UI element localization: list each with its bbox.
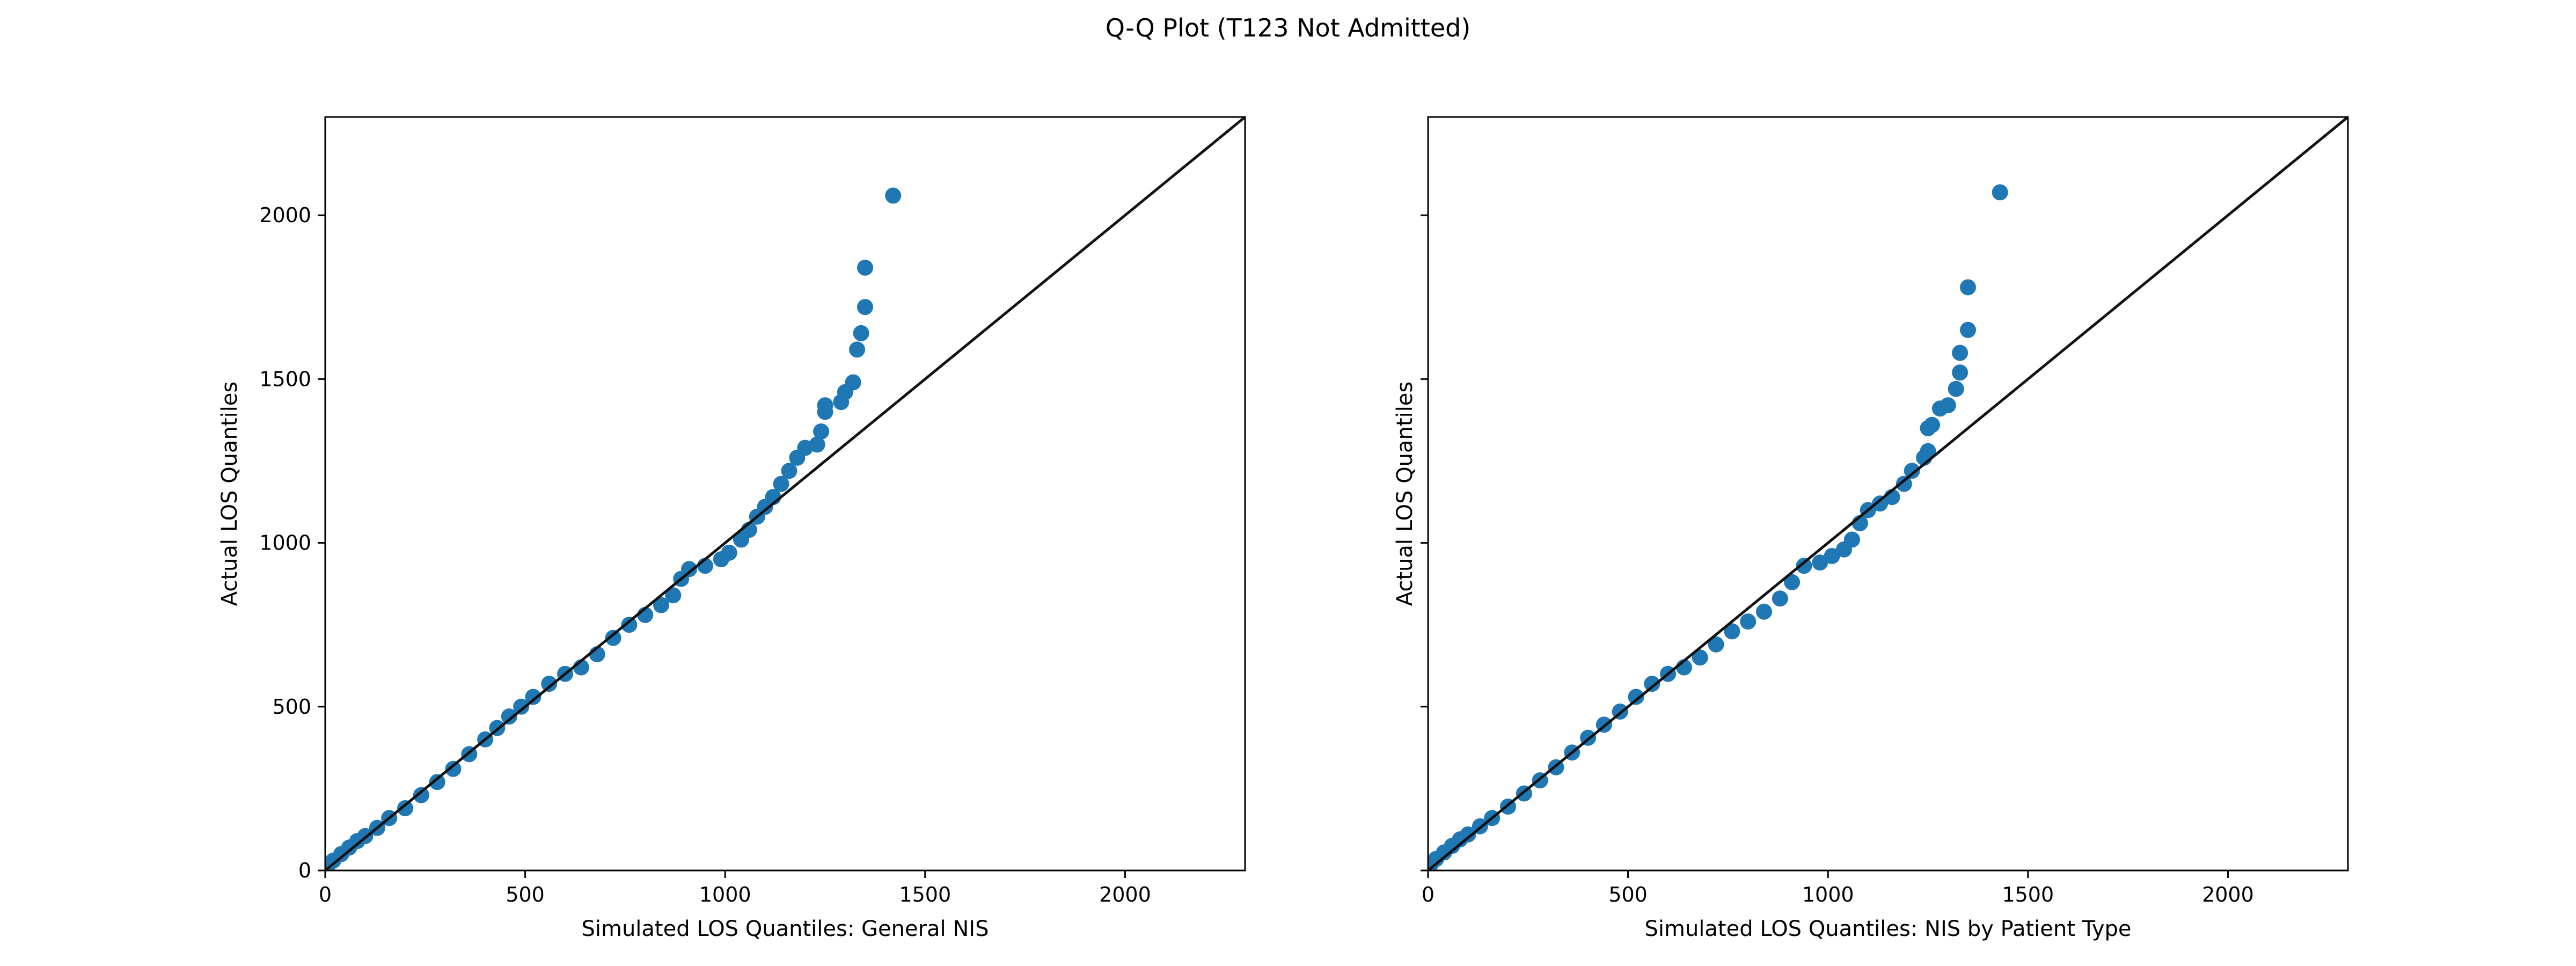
data-point xyxy=(849,341,866,358)
data-point xyxy=(1948,380,1964,397)
plot-area xyxy=(325,117,1245,870)
data-point xyxy=(1940,397,1956,414)
x-tick-label: 1000 xyxy=(699,883,751,906)
data-point xyxy=(621,617,638,633)
data-point xyxy=(501,708,517,725)
data-point xyxy=(513,698,530,715)
data-point xyxy=(445,760,462,777)
x-tick-label: 1000 xyxy=(1802,883,1854,906)
data-point xyxy=(1796,558,1812,574)
plot-frame xyxy=(1427,116,2349,872)
data-point xyxy=(813,423,830,440)
data-point xyxy=(541,676,558,692)
data-point xyxy=(1952,364,1968,381)
data-point xyxy=(1872,495,1889,512)
qq-panel-nis-by-patient-type: 0 500 1000 1500 2000 Simulated LOS Quantiles:… xyxy=(1393,116,2349,941)
data-point xyxy=(857,299,873,316)
data-point xyxy=(1896,475,1912,492)
qq-panel-general-nis: 0 500 1000 1500 2000 0 500 1000 1500 2000 Simulate… xyxy=(217,116,1246,941)
x-axis-label: Simulated LOS Quantiles: NIS by Patient … xyxy=(1644,917,2131,941)
data-point xyxy=(1812,554,1828,571)
x-axis-label: Simulated LOS Quantiles: General NIS xyxy=(581,917,989,941)
data-point xyxy=(1724,623,1740,640)
data-point xyxy=(665,587,682,604)
data-point xyxy=(1708,636,1724,653)
data-point xyxy=(1784,574,1801,590)
data-point xyxy=(1904,463,1920,479)
y-axis-label: Actual LOS Quantiles xyxy=(1393,382,1417,606)
x-tick-label: 2000 xyxy=(1099,883,1151,906)
data-point xyxy=(781,463,797,479)
data-point xyxy=(845,374,861,391)
x-tick-label: 1500 xyxy=(2002,883,2054,906)
data-point xyxy=(605,630,621,646)
plot-frame xyxy=(324,116,1246,872)
data-point xyxy=(1824,548,1840,564)
data-point xyxy=(1960,279,1976,296)
y-tick-label: 500 xyxy=(272,695,311,719)
data-point xyxy=(413,787,429,803)
x-tick-label: 1500 xyxy=(899,883,951,906)
data-point xyxy=(1644,676,1660,692)
data-point xyxy=(1772,590,1788,607)
reference-line xyxy=(325,117,1245,870)
data-point xyxy=(721,544,737,561)
figure-title: Q-Q Plot (T123 Not Admitted) xyxy=(1106,13,1471,42)
x-tick-label: 0 xyxy=(1422,883,1435,906)
data-point xyxy=(653,597,669,613)
plot-area xyxy=(1428,117,2348,870)
y-axis-label: Actual LOS Quantiles xyxy=(217,382,242,606)
y-tick-label: 0 xyxy=(298,859,311,882)
x-tick-label: 500 xyxy=(506,883,545,906)
y-tick-label: 1000 xyxy=(259,531,311,555)
data-point xyxy=(397,800,413,816)
data-point xyxy=(1960,321,1976,338)
data-point xyxy=(1952,345,1968,361)
data-point xyxy=(853,325,869,341)
data-point xyxy=(809,436,825,453)
data-point xyxy=(885,187,902,204)
data-point xyxy=(857,259,873,276)
data-point xyxy=(1692,649,1708,666)
data-point xyxy=(681,561,698,577)
data-point xyxy=(525,689,541,705)
data-point xyxy=(429,774,445,791)
x-tick-label: 0 xyxy=(319,883,332,906)
data-point xyxy=(1628,689,1644,705)
y-tick-label: 2000 xyxy=(259,203,311,227)
data-point xyxy=(1740,613,1757,630)
data-point xyxy=(1920,443,1936,459)
data-point xyxy=(1843,531,1860,548)
reference-line xyxy=(1428,117,2348,870)
data-point xyxy=(1924,416,1940,433)
data-point xyxy=(1460,826,1476,843)
x-tick-label: 500 xyxy=(1608,883,1648,906)
data-point xyxy=(1992,184,2008,201)
x-tick-label: 2000 xyxy=(2202,883,2254,906)
y-tick-label: 1500 xyxy=(259,367,311,391)
data-point xyxy=(817,397,833,414)
data-point xyxy=(773,475,789,492)
data-point xyxy=(1756,603,1772,620)
